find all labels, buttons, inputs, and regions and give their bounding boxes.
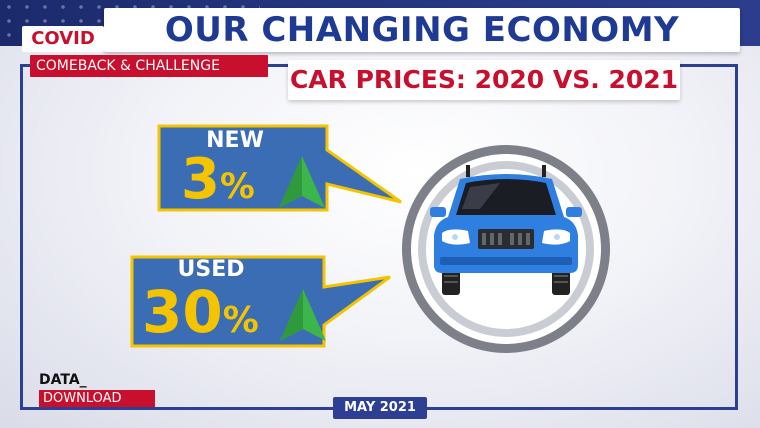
brand-data-label: DATA_ xyxy=(39,372,87,388)
up-arrow-icon xyxy=(280,289,326,341)
used-value-unit: % xyxy=(222,300,259,341)
subtitle: CAR PRICES: 2020 VS. 2021 xyxy=(289,65,679,94)
covid-badge: COVID xyxy=(22,26,104,52)
frame-top-right xyxy=(680,64,738,67)
new-price-callout: NEW 3% xyxy=(155,122,405,214)
series-label: COMEBACK & CHALLENGE xyxy=(30,55,268,77)
new-value: 3% xyxy=(181,152,255,208)
frame-top-mid xyxy=(268,64,288,67)
used-label: USED xyxy=(177,257,245,282)
callout-shape xyxy=(130,255,391,348)
car-illustration xyxy=(400,143,612,355)
used-value: 30% xyxy=(142,283,259,341)
new-label: NEW xyxy=(206,128,264,153)
up-arrow-icon xyxy=(279,156,325,208)
content-frame xyxy=(20,64,738,410)
subtitle-box: CAR PRICES: 2020 VS. 2021 xyxy=(288,60,680,100)
used-value-number: 30 xyxy=(142,278,223,346)
date-badge: MAY 2021 xyxy=(333,397,427,419)
used-price-callout: USED 30% xyxy=(128,253,393,350)
frame-top-left xyxy=(20,64,30,67)
new-value-unit: % xyxy=(219,167,255,207)
new-value-number: 3 xyxy=(181,147,220,212)
callout-shape xyxy=(157,124,402,212)
title-box: OUR CHANGING ECONOMY xyxy=(104,8,740,52)
page-title: OUR CHANGING ECONOMY xyxy=(164,10,680,50)
car-icon xyxy=(402,145,610,353)
brand-download-label: DOWNLOAD xyxy=(39,390,155,407)
